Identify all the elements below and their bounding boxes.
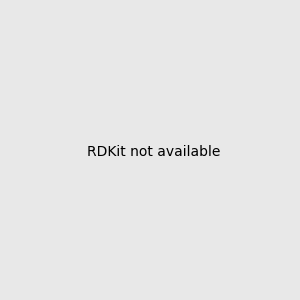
Text: RDKit not available: RDKit not available: [87, 145, 220, 158]
